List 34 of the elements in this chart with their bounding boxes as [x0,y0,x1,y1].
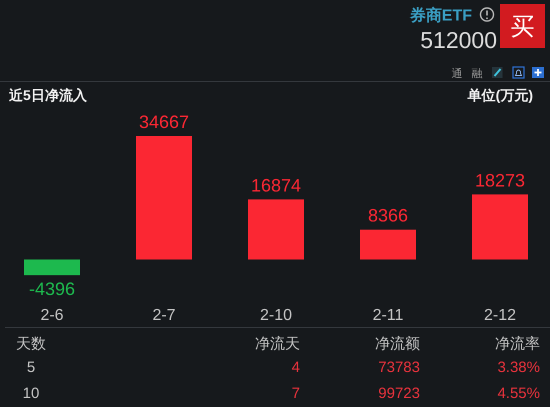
data-label: -4396 [28,279,76,300]
bar [136,136,192,260]
text: 净流额 [375,336,420,352]
text: 买 [510,14,534,40]
chart-title: 近5日净流入 [8,87,88,103]
text: 3.38% [497,359,540,376]
text: 4.55% [497,385,540,402]
text: 512000 [420,27,497,53]
bar [24,260,80,276]
x-tick-label: 2-12 [484,307,516,324]
bar [360,230,416,260]
x-tick-label: 2-11 [372,307,404,324]
text: 天数 [16,336,46,352]
text: 73783 [378,359,420,376]
bar [248,199,304,260]
text: 4 [292,359,300,376]
text: 净流率 [495,336,540,352]
data-label: 34667 [138,112,190,132]
y-axis-title: 单位(万元) [466,87,533,103]
text: 5 [26,359,36,376]
text: 99723 [378,385,420,402]
data-label: 8366 [368,206,408,226]
bar [472,194,528,260]
text: 10 [22,385,40,402]
x-tick-label: 2-10 [260,307,292,324]
text: 通 [452,67,462,80]
text: 7 [292,385,300,402]
data-label: 18273 [474,170,526,190]
x-tick-label: 2-6 [40,307,64,324]
x-tick-label: 2-7 [152,307,176,324]
text: 券商ETF [408,6,472,24]
text: 净流天 [255,336,300,352]
data-label: 16874 [250,175,302,196]
text: 融 [472,68,482,80]
